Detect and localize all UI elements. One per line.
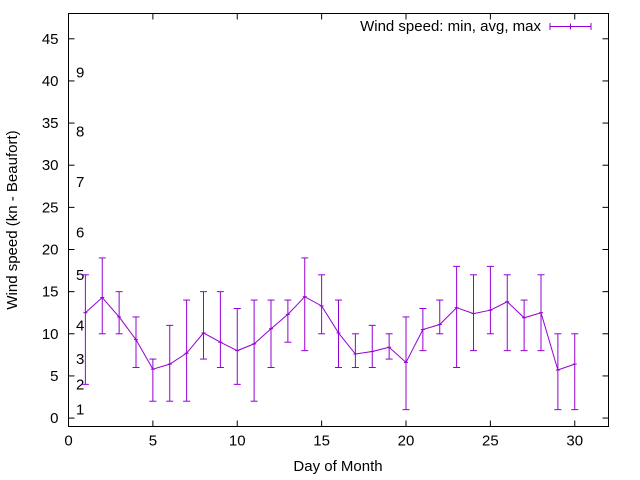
y-tick-label: 30 <box>42 157 59 174</box>
x-axis: 0 5 10 15 20 25 30 <box>64 13 583 450</box>
error-bar <box>351 333 359 368</box>
plot-border <box>68 13 609 427</box>
legend-label: Wind speed: min, avg, max <box>360 18 541 35</box>
y-tick-label: 45 <box>42 31 59 48</box>
error-bar <box>486 265 494 335</box>
error-bar <box>284 299 292 343</box>
error-bar <box>520 299 528 352</box>
y-tick-label: 40 <box>42 73 59 90</box>
error-bar <box>233 308 241 385</box>
legend: Wind speed: min, avg, max <box>360 18 592 35</box>
beaufort-label: 3 <box>76 351 84 368</box>
error-bar <box>503 274 511 352</box>
y-tick-label: 20 <box>42 242 59 259</box>
error-bar <box>81 274 89 385</box>
error-bar <box>453 265 461 368</box>
y-tick-label: 25 <box>42 199 59 216</box>
beaufort-label: 5 <box>76 267 84 284</box>
error-bar <box>98 257 106 335</box>
error-bar <box>385 333 393 360</box>
beaufort-label: 7 <box>76 174 84 191</box>
y-tick-label: 5 <box>50 368 58 385</box>
error-bar <box>436 299 444 335</box>
error-bar <box>216 291 224 368</box>
error-bar <box>571 333 579 411</box>
y-tick-label: 10 <box>42 326 59 343</box>
error-bar <box>318 274 326 335</box>
error-bar <box>132 316 140 368</box>
y-tick-label: 15 <box>42 284 59 301</box>
error-bar <box>335 299 342 368</box>
beaufort-label: 9 <box>76 65 84 82</box>
error-bar <box>149 358 157 402</box>
beaufort-label: 6 <box>76 225 84 242</box>
error-bar <box>250 299 258 402</box>
error-bar <box>200 291 207 360</box>
error-bar <box>402 316 410 411</box>
x-tick-label: 10 <box>229 433 246 450</box>
error-bar <box>368 324 376 368</box>
error-bar <box>267 299 275 368</box>
y-tick-label: 35 <box>42 115 59 132</box>
error-bar <box>115 291 123 335</box>
x-tick-label: 30 <box>566 433 583 450</box>
x-tick-label: 0 <box>64 433 72 450</box>
y-axis-label: Wind speed (kn - Beaufort) <box>4 130 21 309</box>
series-line <box>85 296 575 371</box>
x-tick-label: 20 <box>398 433 415 450</box>
error-bar <box>301 257 309 352</box>
error-bar <box>166 324 174 402</box>
beaufort-label: 1 <box>76 402 84 419</box>
error-bar <box>183 299 191 402</box>
y-tick-label: 0 <box>50 410 58 427</box>
series-layer <box>81 257 579 411</box>
beaufort-label: 8 <box>76 124 84 141</box>
beaufort-labels: 1 2 3 4 5 6 7 8 9 <box>76 65 84 419</box>
x-tick-label: 5 <box>149 433 157 450</box>
beaufort-label: 4 <box>76 317 84 334</box>
beaufort-label: 2 <box>76 376 84 393</box>
x-tick-label: 15 <box>313 433 330 450</box>
error-bar <box>554 333 562 411</box>
legend-sample <box>549 23 592 30</box>
x-tick-label: 25 <box>482 433 499 450</box>
error-bar <box>470 274 477 352</box>
x-axis-label: Day of Month <box>293 458 382 475</box>
